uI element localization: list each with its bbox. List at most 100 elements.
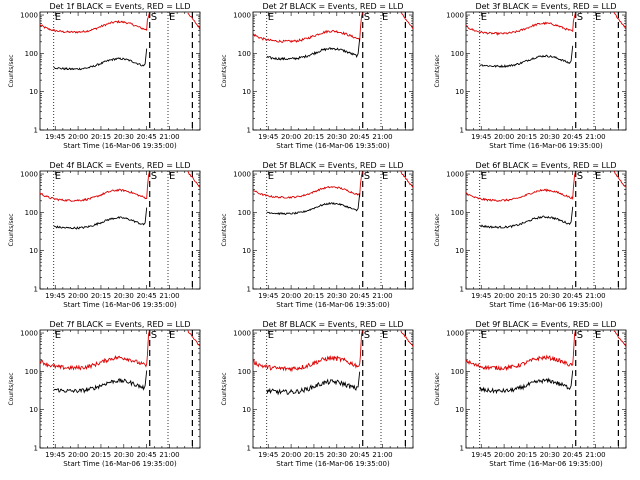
y-axis-label: Counts/sec (8, 372, 15, 405)
x-axis-label: Start Time (16-Mar-06 19:35:00) (276, 301, 390, 309)
x-tick-label: 21:00 (372, 133, 392, 141)
y-tick-label: 1 (34, 127, 38, 135)
y-tick-label: 100 (238, 50, 251, 58)
y-tick-label: 1 (34, 445, 38, 453)
x-tick-label: 21:00 (585, 292, 605, 300)
x-tick-label: 21:00 (159, 133, 179, 141)
x-tick-label: 20:15 (304, 292, 324, 300)
event-marker-label: E (55, 171, 61, 182)
event-marker-label: E (595, 171, 601, 182)
lld-series-tail (613, 330, 627, 348)
x-axis-label: Start Time (16-Mar-06 19:35:00) (63, 460, 177, 468)
x-tick-label: 20:45 (563, 133, 583, 141)
panel-title: Det 2f BLACK = Events, RED = LLD (262, 2, 403, 11)
x-tick-label: 20:15 (304, 133, 324, 141)
y-tick-label: 1000 (20, 171, 38, 179)
x-tick-label: 21:00 (585, 451, 605, 459)
y-axis-label: Counts/sec (434, 54, 441, 87)
x-tick-label: 20:45 (137, 133, 157, 141)
y-tick-label: 1 (247, 445, 251, 453)
lld-series-tail (613, 170, 627, 188)
plot-frame (39, 11, 201, 131)
x-tick-label: 20:15 (91, 292, 111, 300)
y-tick-label: 100 (451, 209, 464, 217)
y-tick-label: 1000 (20, 12, 38, 20)
x-axis-label: Start Time (16-Mar-06 19:35:00) (489, 142, 603, 150)
plot-frame (39, 329, 201, 449)
lld-series-tail (613, 11, 627, 30)
x-axis-label: Start Time (16-Mar-06 19:35:00) (63, 301, 177, 309)
event-marker-label: E (169, 330, 175, 341)
chart-panel-8: Det 8f BLACK = Events, RED = LLD 1 10 100 10… (221, 320, 414, 468)
event-marker-label: E (382, 171, 388, 182)
event-marker-label: E (382, 12, 388, 23)
y-axis-label: Counts/sec (434, 372, 441, 405)
event-marker-label: E (481, 12, 487, 23)
y-axis-label: Counts/sec (221, 213, 228, 246)
events-series-line (53, 207, 148, 230)
lld-series-tail (187, 329, 201, 347)
panel-title: Det 5f BLACK = Events, RED = LLD (262, 161, 403, 170)
x-tick-label: 20:45 (350, 451, 370, 459)
plot-frame (252, 11, 414, 131)
lld-series-line (465, 330, 576, 372)
x-axis-label: Start Time (16-Mar-06 19:35:00) (63, 142, 177, 150)
plot-frame (465, 170, 627, 290)
x-tick-label: 20:00 (68, 292, 88, 300)
x-tick-label: 21:00 (159, 292, 179, 300)
y-tick-label: 1 (247, 127, 251, 135)
y-tick-label: 100 (451, 368, 464, 376)
x-tick-label: 20:45 (563, 292, 583, 300)
x-tick-label: 20:00 (281, 133, 301, 141)
lld-series-line (465, 171, 576, 202)
y-tick-label: 10 (242, 406, 251, 414)
x-tick-label: 21:00 (372, 292, 392, 300)
x-tick-label: 20:30 (114, 292, 134, 300)
chart-panel-3: Det 3f BLACK = Events, RED = LLD 1 10 100 10… (434, 2, 627, 150)
plot-frame (39, 170, 201, 290)
x-tick-label: 19:45 (471, 292, 491, 300)
lld-series-line (39, 12, 150, 34)
lld-series-line (252, 12, 363, 44)
y-tick-label: 100 (25, 368, 38, 376)
y-tick-label: 100 (451, 50, 464, 58)
x-tick-label: 19:45 (258, 451, 278, 459)
lld-series-tail (400, 171, 414, 188)
chart-panel-1: Det 1f BLACK = Events, RED = LLD 1 10 100 10… (8, 2, 201, 150)
x-tick-label: 20:30 (540, 292, 560, 300)
x-tick-label: 20:00 (494, 292, 514, 300)
events-series-line (266, 371, 361, 396)
x-tick-label: 20:15 (517, 133, 537, 141)
event-marker-label: E (481, 171, 487, 182)
x-tick-label: 19:45 (258, 292, 278, 300)
events-series-line (266, 38, 361, 61)
chart-panel-9: Det 9f BLACK = Events, RED = LLD 1 10 100 10… (434, 320, 627, 468)
lld-series-line (465, 12, 576, 36)
x-tick-label: 19:45 (258, 133, 278, 141)
lld-series-tail (187, 12, 201, 30)
x-tick-label: 20:00 (68, 133, 88, 141)
y-tick-label: 1000 (233, 171, 251, 179)
x-tick-label: 21:00 (372, 451, 392, 459)
chart-panel-7: Det 7f BLACK = Events, RED = LLD 1 10 100 10… (8, 320, 201, 468)
x-tick-label: 19:45 (45, 133, 65, 141)
x-tick-label: 20:45 (137, 292, 157, 300)
y-tick-label: 1000 (446, 12, 464, 20)
events-series-line (479, 370, 574, 395)
panel-title: Det 3f BLACK = Events, RED = LLD (475, 2, 616, 11)
plot-frame (465, 11, 627, 131)
y-tick-label: 1 (247, 286, 251, 294)
plot-frame (252, 170, 414, 290)
lld-series-tail (187, 170, 201, 188)
event-marker-label: S (364, 171, 370, 182)
y-tick-label: 1 (460, 286, 464, 294)
y-axis-label: Counts/sec (434, 213, 441, 246)
event-marker-label: E (595, 12, 601, 23)
y-axis-label: Counts/sec (221, 54, 228, 87)
x-tick-label: 19:45 (471, 451, 491, 459)
x-tick-label: 20:45 (563, 451, 583, 459)
events-series-line (53, 370, 148, 394)
events-series-line (53, 48, 148, 71)
x-tick-label: 20:30 (540, 133, 560, 141)
y-tick-label: 100 (25, 50, 38, 58)
